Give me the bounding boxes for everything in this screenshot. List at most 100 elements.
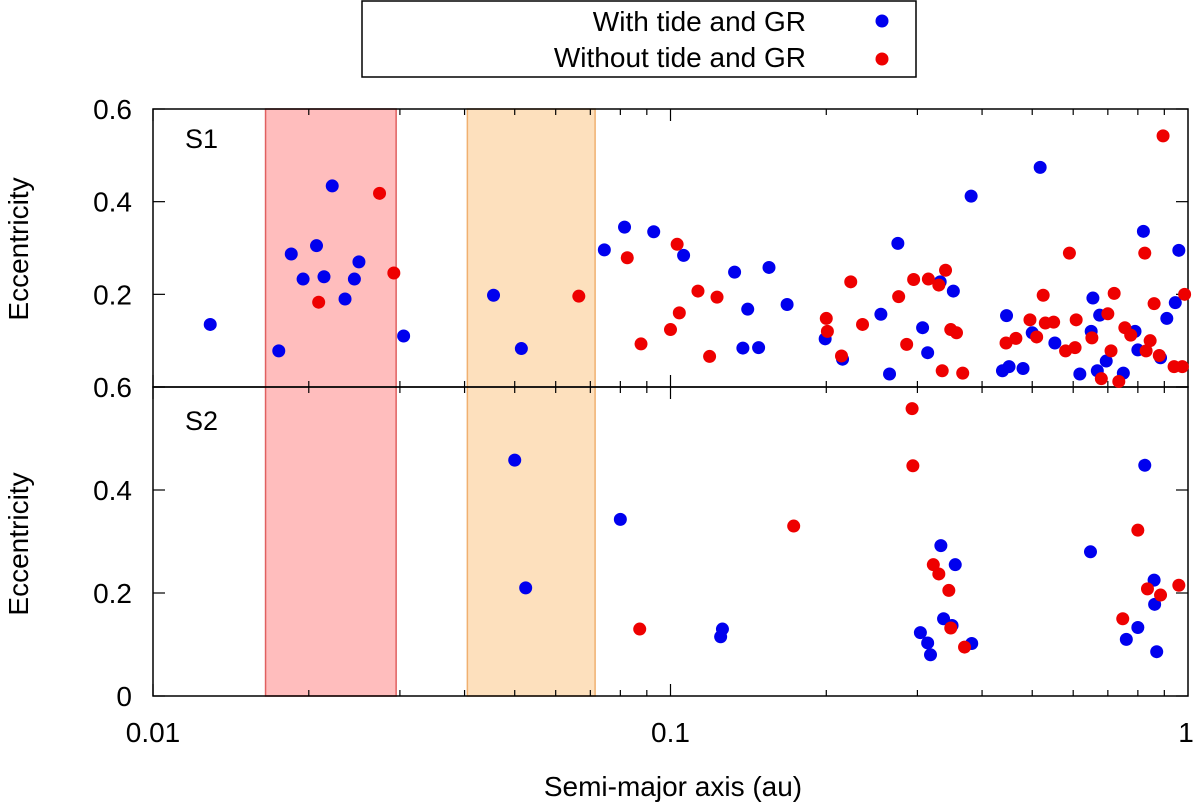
point-without-tide-s1 <box>819 311 833 325</box>
point-without-tide-s2 <box>1140 582 1154 596</box>
legend-box <box>361 0 917 78</box>
point-without-tide-s1 <box>939 263 953 277</box>
point-with-tide-s1 <box>296 272 310 286</box>
shaded-region-1 <box>264 108 397 697</box>
point-without-tide-s1 <box>691 284 705 298</box>
point-without-tide-s1 <box>820 324 834 338</box>
y-tick-label: 0.4 <box>93 187 132 218</box>
y-tick-label: 0 <box>116 681 132 712</box>
point-with-tide-s1 <box>1099 354 1113 368</box>
point-without-tide-s1 <box>834 349 848 363</box>
point-with-tide-s1 <box>597 243 611 257</box>
legend-label-without-tide: Without tide and GR <box>554 42 806 73</box>
y-axis-label-s1: Eccentricity <box>3 177 34 320</box>
legend: With tide and GR Without tide and GR <box>361 0 917 78</box>
y-tick-label: 0.6 <box>93 94 132 125</box>
point-with-tide-s1 <box>1086 291 1100 305</box>
point-without-tide-s1 <box>1138 246 1152 260</box>
point-with-tide-s1 <box>347 272 361 286</box>
point-without-tide-s1 <box>907 273 921 287</box>
point-with-tide-s1 <box>964 189 978 203</box>
point-without-tide-s1 <box>1175 360 1189 374</box>
point-without-tide-s1 <box>387 266 401 280</box>
point-without-tide-s1 <box>1069 313 1083 327</box>
point-without-tide-s1 <box>672 306 686 320</box>
point-with-tide-s2 <box>1119 632 1133 646</box>
point-with-tide-s1 <box>284 247 298 261</box>
point-without-tide-s1 <box>932 278 946 292</box>
point-without-tide-s1 <box>1104 344 1118 358</box>
point-without-tide-s2 <box>1154 588 1168 602</box>
point-without-tide-s1 <box>1101 307 1115 321</box>
point-without-tide-s1 <box>1085 331 1099 345</box>
point-with-tide-s1 <box>1168 296 1182 310</box>
point-without-tide-s1 <box>1009 331 1023 345</box>
point-without-tide-s1 <box>1068 341 1082 355</box>
point-without-tide-s1 <box>1023 313 1037 327</box>
point-with-tide-s1 <box>677 248 691 262</box>
point-without-tide-s1 <box>950 326 964 340</box>
point-without-tide-s1 <box>634 337 648 351</box>
point-without-tide-s2 <box>942 583 956 597</box>
point-with-tide-s1 <box>1033 160 1047 174</box>
point-with-tide-s1 <box>203 317 217 331</box>
point-without-tide-s1 <box>900 337 914 351</box>
point-with-tide-s1 <box>916 321 930 335</box>
data-points <box>203 129 1192 662</box>
point-without-tide-s2 <box>1131 523 1145 537</box>
panel-label-s1: S1 <box>185 124 218 154</box>
point-with-tide-s1 <box>1073 367 1087 381</box>
point-with-tide-s2 <box>948 558 962 572</box>
y-tick-label: 0.2 <box>93 578 132 609</box>
point-without-tide-s1 <box>1047 315 1061 329</box>
point-without-tide-s1 <box>312 295 326 309</box>
point-with-tide-s1 <box>618 220 632 234</box>
point-with-tide-s1 <box>891 236 905 250</box>
point-with-tide-s1 <box>317 270 331 284</box>
point-with-tide-s2 <box>913 626 927 640</box>
point-without-tide-s1 <box>1094 372 1108 386</box>
point-without-tide-s2 <box>906 459 920 473</box>
point-with-tide-s2 <box>715 622 729 636</box>
point-with-tide-s2 <box>934 539 948 553</box>
point-with-tide-s2 <box>1150 645 1164 659</box>
point-without-tide-s1 <box>1156 129 1170 143</box>
point-without-tide-s1 <box>710 290 724 304</box>
point-with-tide-s1 <box>647 225 661 239</box>
point-without-tide-s2 <box>932 567 946 581</box>
point-without-tide-s1 <box>1124 328 1138 342</box>
plot-frames <box>152 108 1189 697</box>
point-without-tide-s1 <box>1062 246 1076 260</box>
point-without-tide-s1 <box>1152 348 1166 362</box>
point-with-tide-s1 <box>1002 360 1016 374</box>
y-axis-label-s2: Eccentricity <box>3 472 34 615</box>
point-without-tide-s2 <box>787 519 801 533</box>
point-without-tide-s1 <box>572 289 586 303</box>
point-without-tide-s2 <box>958 640 972 654</box>
point-without-tide-s1 <box>999 336 1013 350</box>
point-with-tide-s1 <box>736 341 750 355</box>
point-with-tide-s2 <box>1131 621 1145 635</box>
point-with-tide-s1 <box>741 302 755 316</box>
point-with-tide-s2 <box>1083 545 1097 559</box>
point-without-tide-s1 <box>703 349 717 363</box>
shaded-regions <box>264 108 596 697</box>
point-with-tide-s2 <box>924 648 938 662</box>
x-tick-label: 0.1 <box>651 717 690 748</box>
point-with-tide-s1 <box>338 292 352 306</box>
point-without-tide-s2 <box>633 622 647 636</box>
point-without-tide-s2 <box>905 402 919 416</box>
point-with-tide-s1 <box>514 342 528 356</box>
panel-label-s2: S2 <box>185 406 218 436</box>
point-with-tide-s1 <box>310 239 324 253</box>
y-tick-label: 0.4 <box>93 475 132 506</box>
point-with-tide-s1 <box>1000 309 1014 323</box>
point-with-tide-s1 <box>1136 224 1150 238</box>
point-without-tide-s2 <box>1172 578 1186 592</box>
shaded-region-2 <box>466 108 596 697</box>
point-with-tide-s1 <box>1172 243 1186 257</box>
point-with-tide-s1 <box>1048 336 1062 350</box>
y-tick-label: 0.6 <box>93 372 132 403</box>
point-with-tide-s1 <box>1160 311 1174 325</box>
